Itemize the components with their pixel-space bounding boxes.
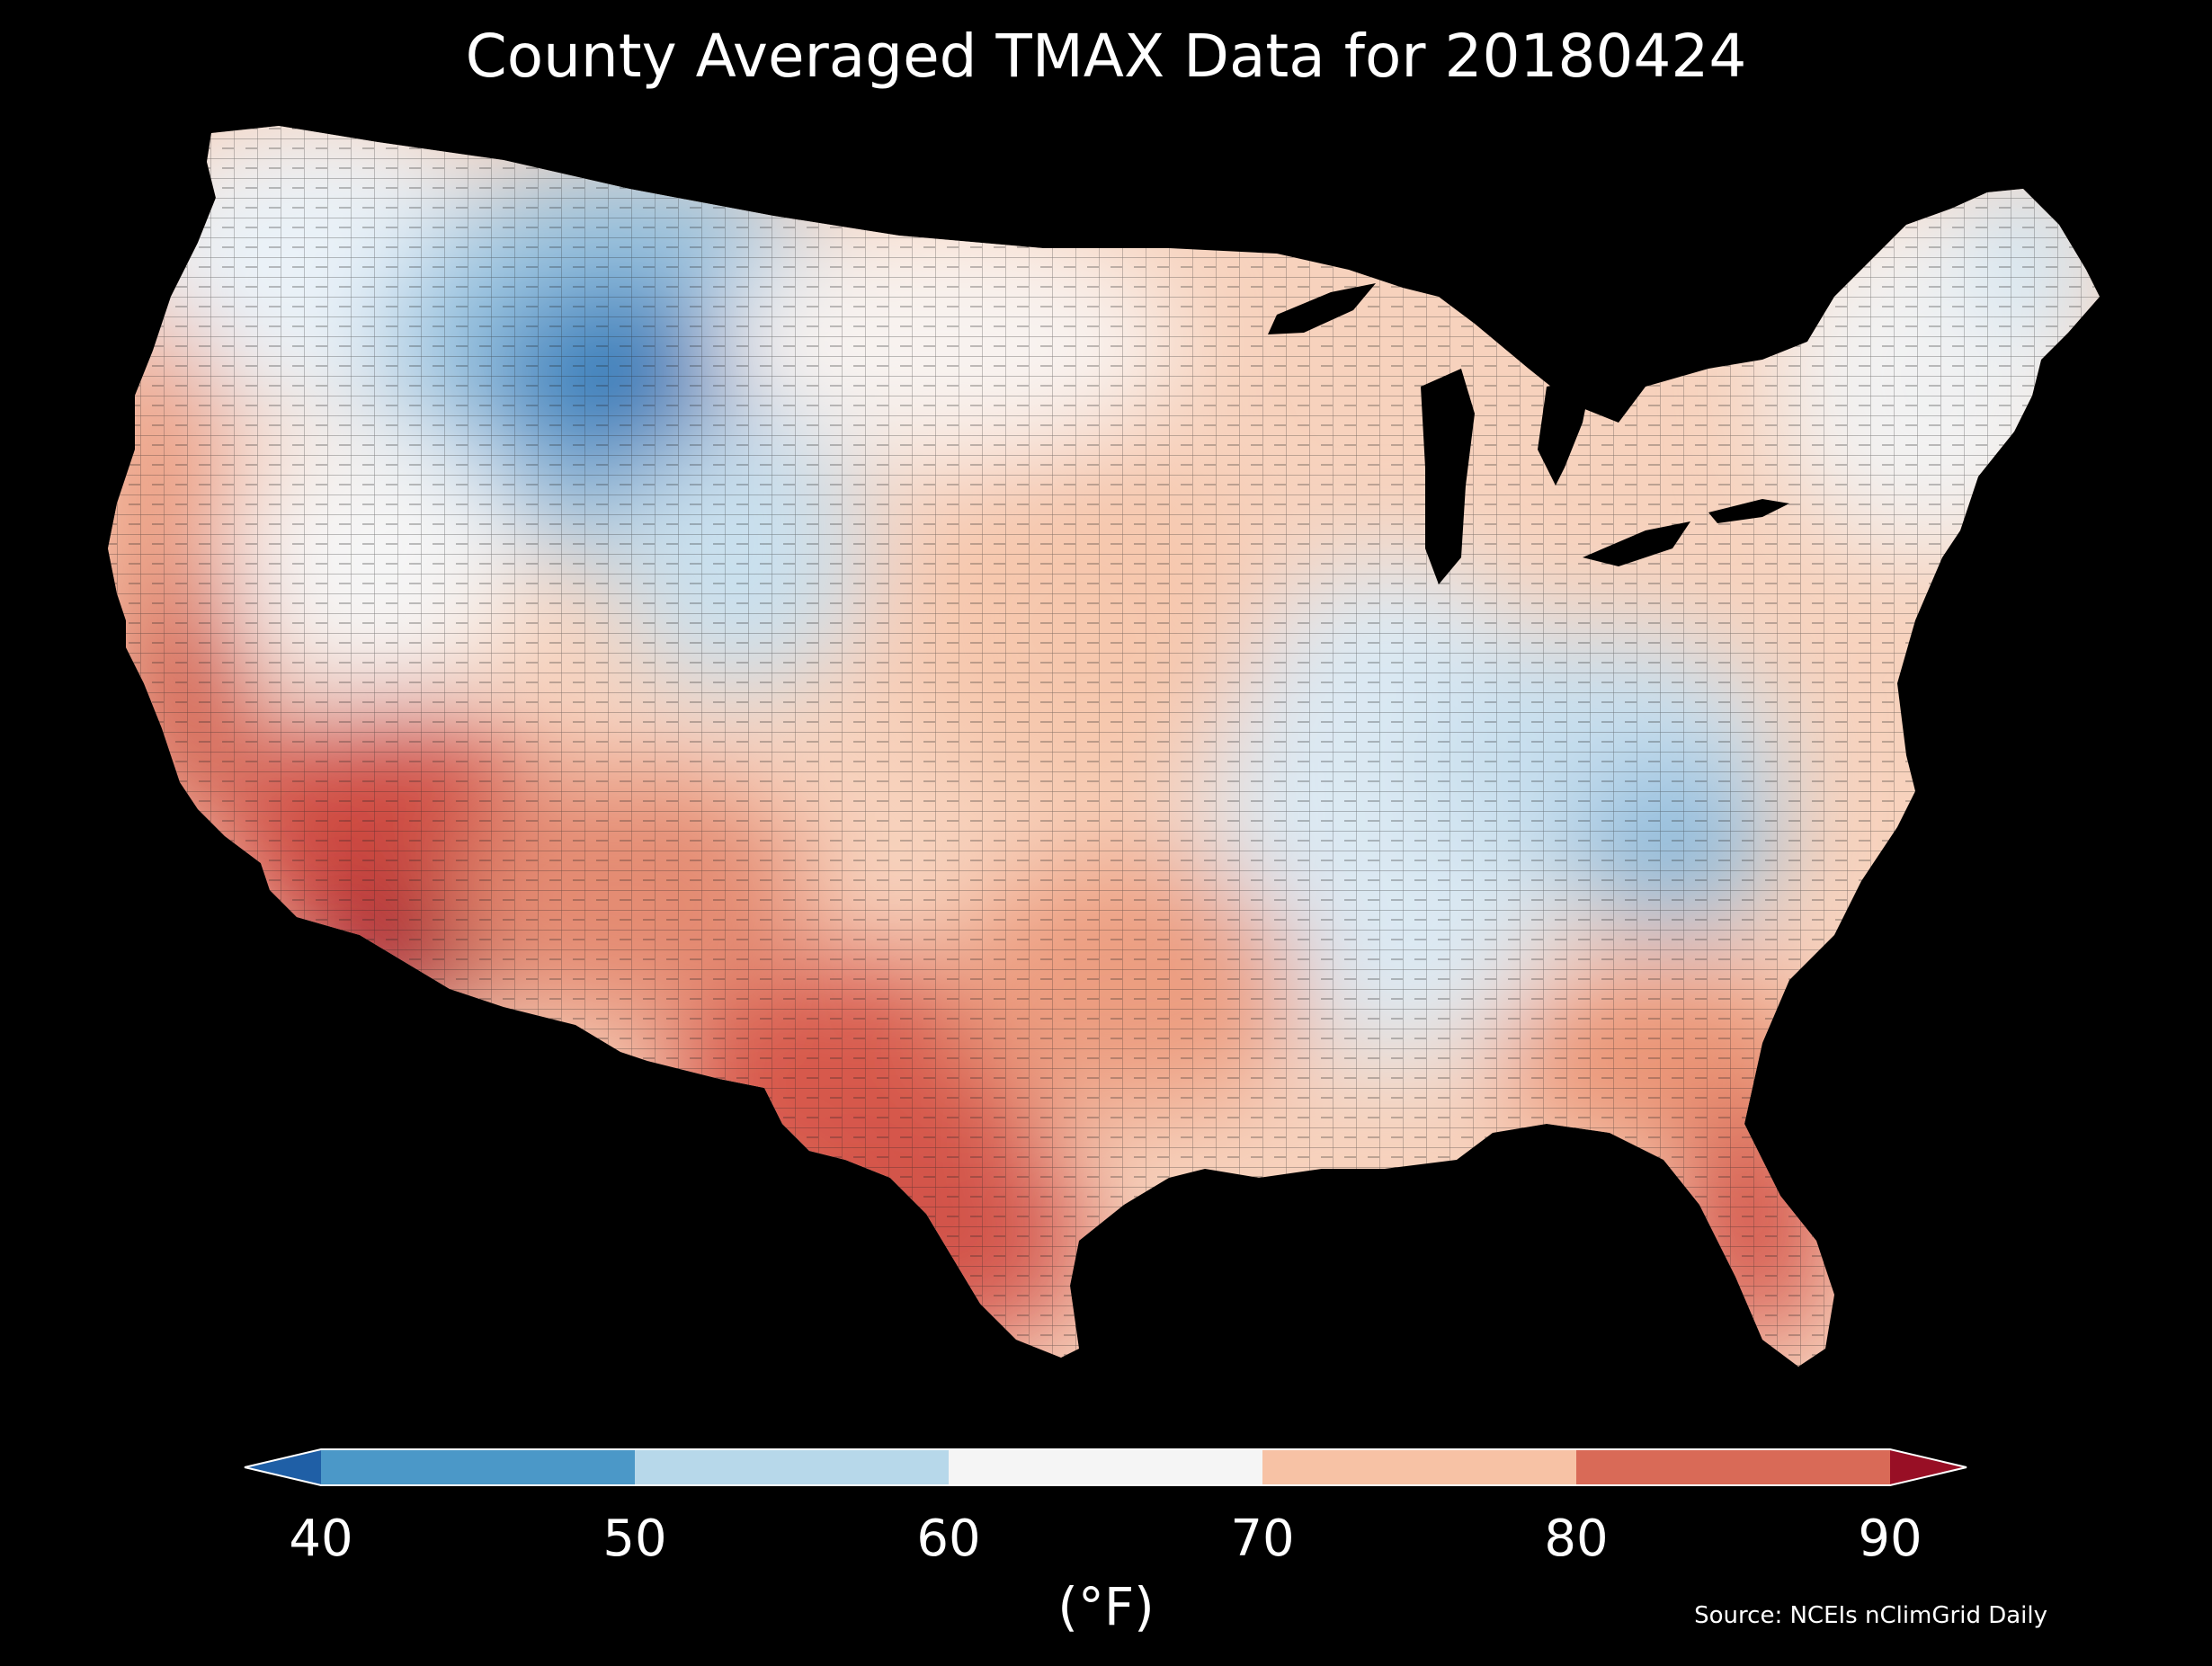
source-credit: Source: NCEIs nClimGrid Daily [1694,1602,2047,1629]
colorbar-tick-40: 40 [289,1510,353,1568]
colorbar-tick-60: 60 [916,1510,981,1568]
colorbar-tick-80: 80 [1544,1510,1609,1568]
colorbar-tick-90: 90 [1858,1510,1922,1568]
colorbar-tick-70: 70 [1230,1510,1295,1568]
map-title: County Averaged TMAX Data for 20180424 [465,22,1747,91]
colorbar-tick-50: 50 [602,1510,667,1568]
great-lakes [1268,283,1789,584]
colorbar-unit-label: (°F) [1057,1576,1155,1637]
